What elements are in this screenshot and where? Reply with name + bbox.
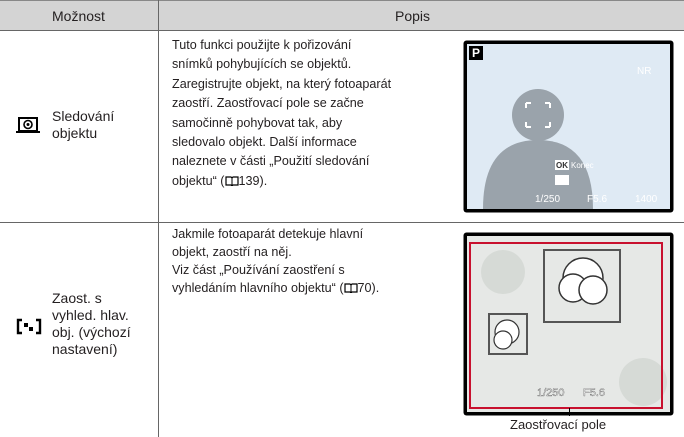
description-line: vyhledáním hlavního objektu“ ( 70). bbox=[172, 281, 379, 299]
header-option: Možnost bbox=[52, 8, 105, 24]
option-line: objektu bbox=[52, 125, 98, 141]
description: Tuto funkci použijte k pořizování snímků… bbox=[172, 38, 391, 193]
screen-shutter: 1/250 bbox=[535, 194, 560, 205]
callout-line bbox=[569, 408, 570, 416]
tracking-icon bbox=[16, 117, 40, 133]
table-header bbox=[0, 0, 684, 31]
description-line: Tuto funkci použijte k pořizování bbox=[172, 38, 352, 52]
screen-aperture: F5.6 bbox=[583, 387, 605, 399]
screen-ok: OK bbox=[556, 161, 568, 170]
reference-text: vyhledáním hlavního objektu“ ( bbox=[172, 281, 344, 295]
screen-shutter: 1/250 bbox=[537, 387, 565, 399]
description-line: Zaregistrujte objekt, na který fotoapará… bbox=[172, 76, 392, 91]
option-line: Sledování bbox=[52, 108, 115, 124]
option-line: vyhled. hlav. bbox=[52, 307, 129, 323]
description-line: naleznete v části „Použití sledování bbox=[172, 154, 370, 169]
description-line: Jakmile fotoaparát detekuje hlavní bbox=[172, 227, 364, 241]
screen-aperture: F5.6 bbox=[587, 194, 607, 205]
caption: Zaostřovací pole bbox=[510, 417, 607, 432]
screen-shots: 1400 bbox=[635, 194, 658, 205]
screen-mode: P bbox=[472, 46, 480, 60]
option-line: nastavení) bbox=[52, 341, 118, 357]
book-icon bbox=[224, 176, 239, 186]
option-name: Sledování objektu bbox=[52, 108, 114, 142]
description: Jakmile fotoaparát detekuje hlavní objek… bbox=[172, 227, 379, 299]
book-icon bbox=[343, 283, 358, 293]
screen-nr: NR bbox=[637, 66, 651, 77]
option-line: Zaost. s bbox=[52, 290, 102, 306]
column-divider bbox=[158, 0, 159, 437]
reference-text: ). bbox=[259, 173, 268, 188]
description-line: objekt, zaostří na něj. bbox=[172, 245, 292, 259]
row-divider bbox=[0, 222, 684, 223]
description-line: snímků pohybujících se objektů. bbox=[172, 57, 352, 72]
subject-af-icon bbox=[16, 318, 42, 335]
description-line: sledovalo objekt. Další informace bbox=[172, 134, 357, 149]
option-name: Zaost. s vyhled. hlav. obj. (výchozí nas… bbox=[52, 290, 131, 358]
screen-exit: Konec bbox=[571, 161, 594, 170]
header-divider bbox=[0, 30, 684, 31]
reference-page: 70 bbox=[357, 281, 372, 295]
option-line: obj. (výchozí bbox=[52, 324, 131, 340]
header-description: Popis bbox=[395, 8, 431, 24]
reference-text: objektu“ ( bbox=[172, 173, 225, 188]
camera-screen: 1/250 F5.6 bbox=[463, 232, 674, 416]
description-line: zaostří. Zaostřovací pole se začne bbox=[172, 96, 364, 111]
reference-page: 139 bbox=[238, 173, 260, 188]
description-line: objektu“ ( 139). bbox=[172, 174, 391, 193]
reference-text: ). bbox=[371, 281, 380, 295]
description-line: Viz část „Používání zaostření s bbox=[172, 263, 345, 277]
camera-screen: P NR OK Konec 1/250 F5.6 1400 bbox=[463, 40, 674, 213]
description-line: samočinně pohybovat tak, aby bbox=[172, 115, 343, 130]
